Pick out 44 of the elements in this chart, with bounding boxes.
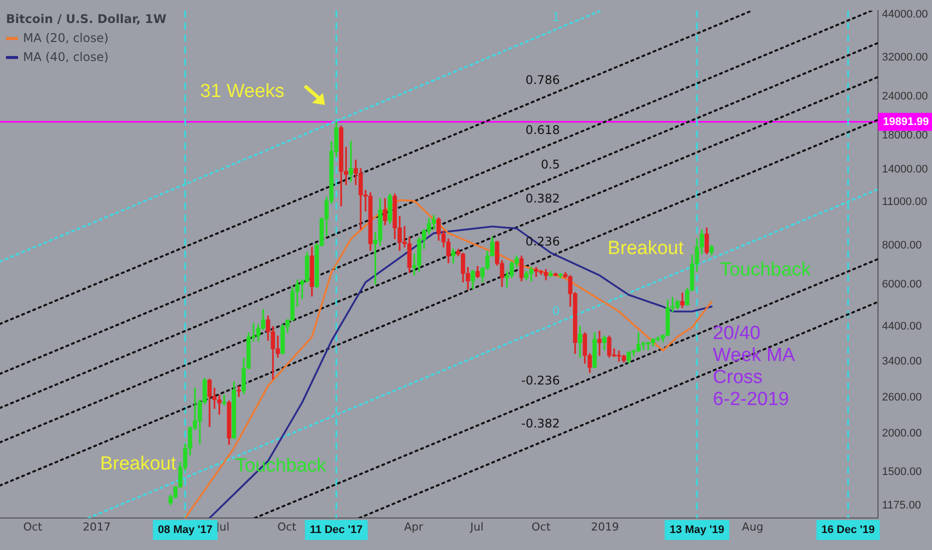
y-tick-label: 3400.00 [882,355,922,368]
x-tick-label: Aug [742,520,764,534]
y-tick-label: 6000.00 [882,278,922,290]
series-label: 0 [552,304,560,318]
ref-line-label: 16 Dec '19 [821,524,875,536]
x-tick-label: 2017 [82,520,111,534]
y-tick-label: 24000.00 [882,90,928,102]
series-label: 1 [552,10,560,24]
x-tick-label: Jul [469,520,484,534]
series-label: 0.5 [540,157,560,172]
candlestick [597,330,602,356]
y-tick-label: 1175.00 [882,499,921,512]
series-label: -0.382 [521,416,560,431]
series-label: 0.618 [526,122,560,137]
series-label: -0.236 [521,374,560,388]
y-tick-label: 14000.00 [882,163,928,176]
y-tick-label: 11000.00 [882,196,928,208]
y-tick-label: 1500.00 [882,466,922,478]
ref-line-label: 11 Dec '17 [310,524,363,536]
candlestick [348,140,354,182]
y-tick-label: 2000.00 [882,427,922,440]
series-label: 0.786 [526,72,560,87]
y-tick-label: 18000.00 [882,129,928,142]
annotation: Breakout [608,238,684,259]
x-tick-label: Oct [23,520,43,534]
annotation: Touchback [720,260,812,281]
y-tick-label: 44000.00 [882,8,928,20]
x-tick-label: 2019 [591,520,620,534]
y-tick-label: 2600.00 [882,392,922,404]
y-tick-label: 32000.00 [882,51,928,64]
annotation: Breakout [100,453,177,474]
x-tick-label: Apr [404,520,424,534]
x-tick-label: Oct [277,520,298,534]
x-tick-label: Oct [531,520,552,534]
ref-line-label: 13 May '19 [670,524,724,536]
annotation: 31 Weeks [200,81,284,102]
ref-line-label: 19891.99 [883,116,929,128]
series-label: 0.382 [526,192,560,206]
ref-line-label: 08 May '17 [158,524,213,536]
legend-label: MA (40, close) [22,49,110,66]
chart-title: Bitcoin / U.S. Dollar, 1W [6,11,166,28]
y-tick-label: 8000.00 [882,239,922,252]
y-tick-label: 4400.00 [882,320,922,332]
legend-label: MA (20, close) [22,30,110,47]
